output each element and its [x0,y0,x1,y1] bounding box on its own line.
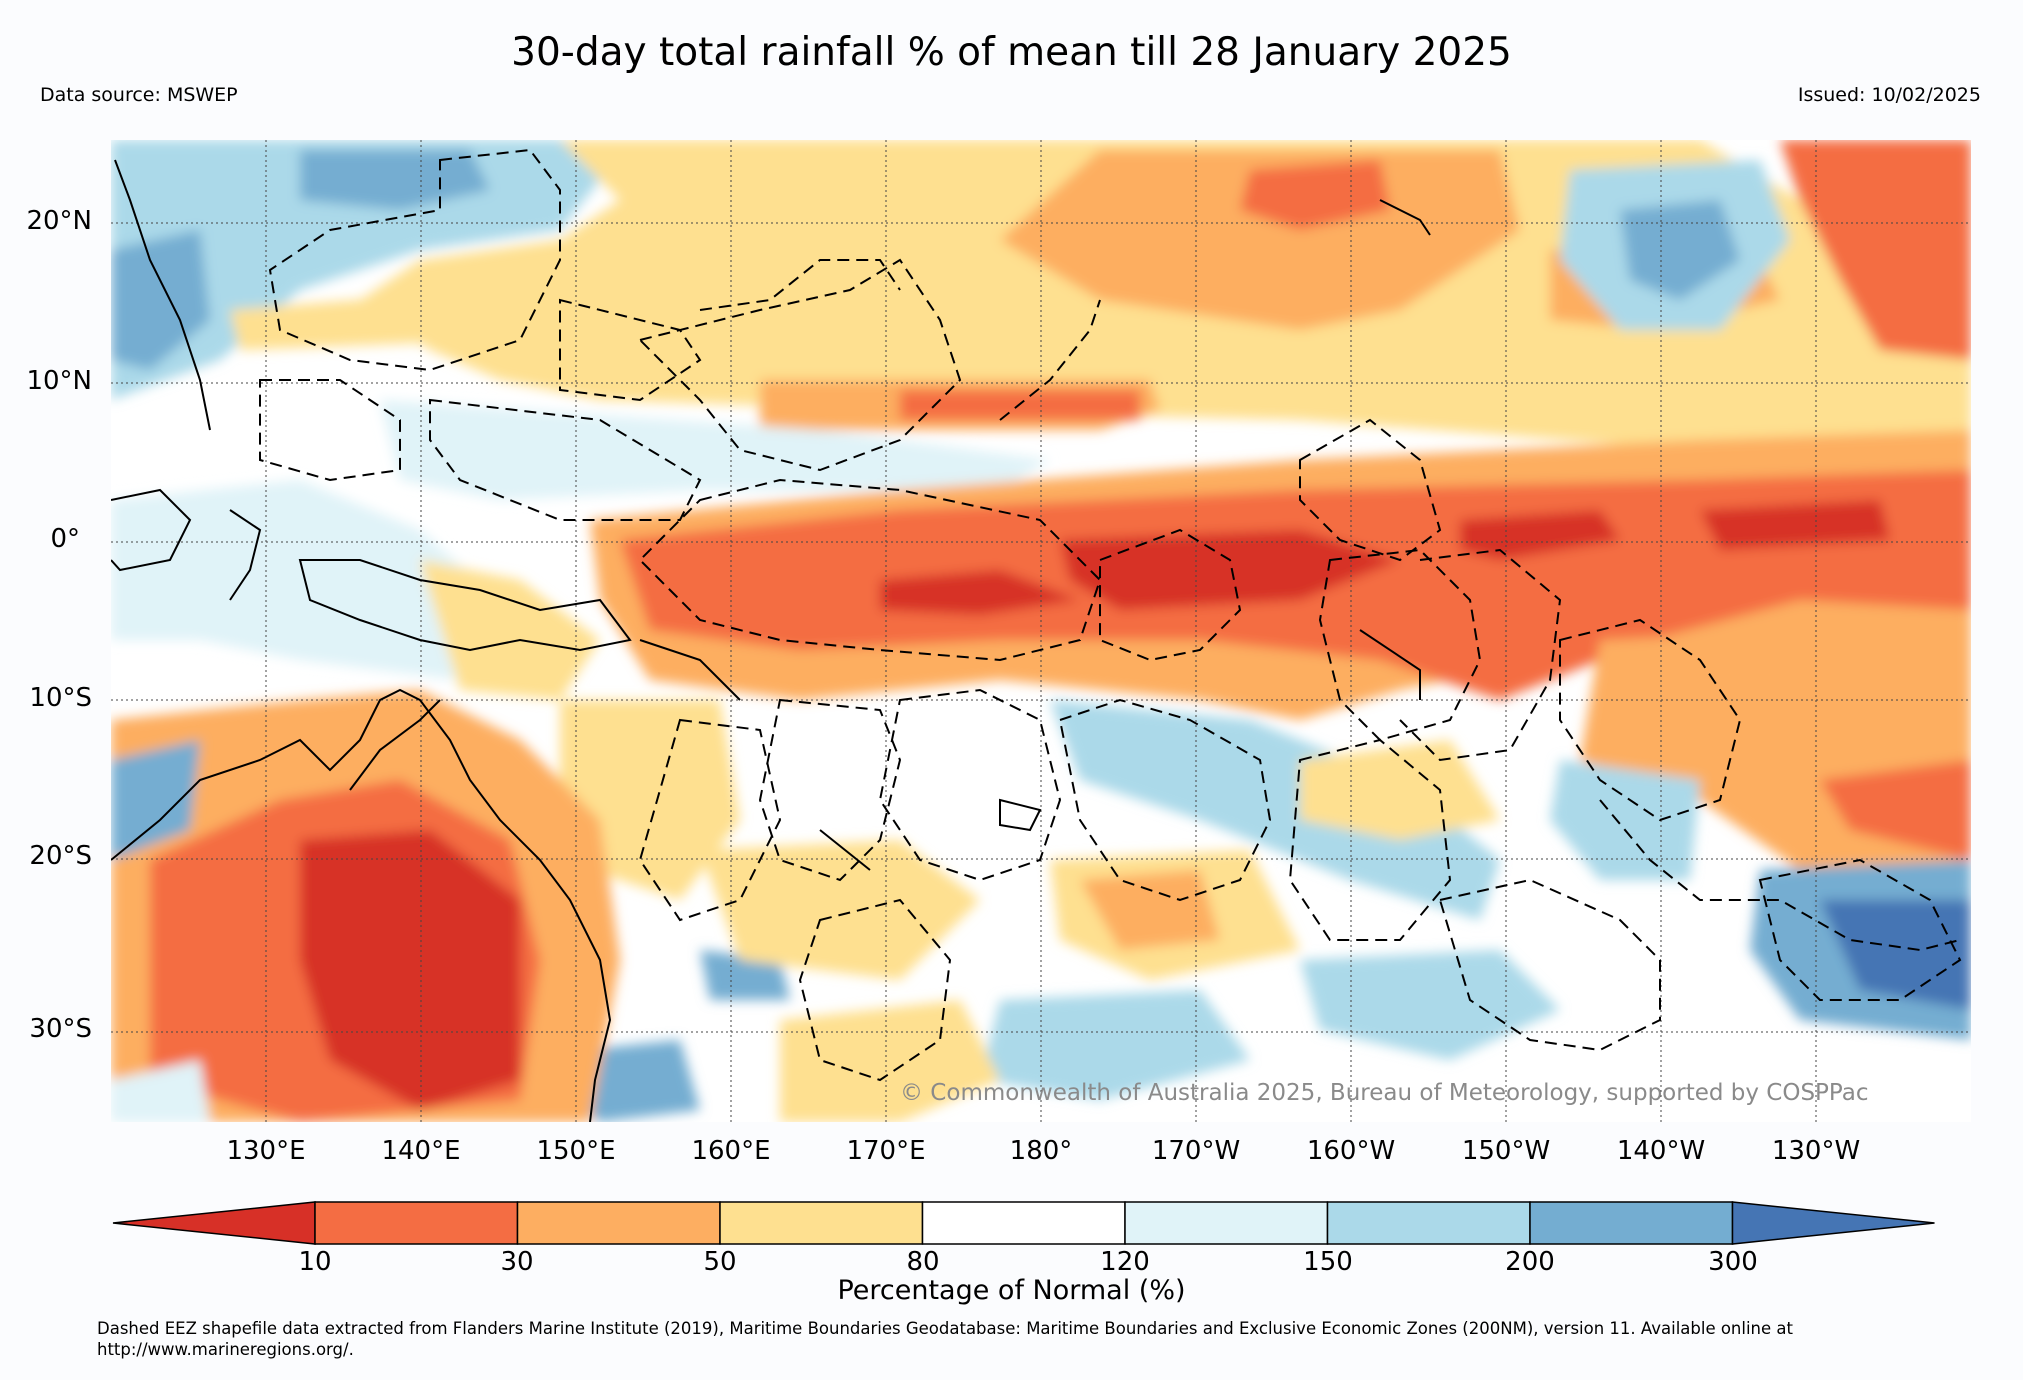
anomaly-region [880,570,1080,615]
eez-boundaries [259,148,1962,1082]
anomaly-region [1460,510,1620,560]
anomaly-region [300,150,490,210]
coastlines [111,159,1431,1122]
anomaly-region [300,830,520,1110]
fiji-coast [999,798,1042,832]
lon-label: 150°W [1461,1136,1551,1166]
solomon-coast [639,639,741,701]
colorbar-tick: 50 [703,1247,737,1277]
lon-label: 170°E [846,1136,926,1166]
data-source: Data source: MSWEP [40,84,238,106]
anomaly-region [1060,530,1400,610]
borneo-coast [111,488,192,572]
philippines-coast [114,159,211,431]
anomaly-region [1300,740,1500,840]
anomaly-region [111,1060,210,1122]
colorbar-tick: 30 [500,1247,534,1277]
footnote: Dashed EEZ shapefile data extracted from… [97,1319,1793,1359]
lat-label: 10°S [29,683,92,713]
sulawesi-coast [229,509,262,601]
lon-label: 160°W [1306,1136,1396,1166]
anomaly-region [980,990,1250,1100]
anomaly-region [1080,870,1220,950]
australia-coast [111,688,612,1122]
anomaly-region [1700,500,1890,550]
rainfall-field [111,140,1971,1122]
anomaly-region [380,400,1050,500]
colorbar-tick: 10 [298,1247,332,1277]
hawaii-coast [1379,199,1431,236]
anomaly-region [560,700,740,900]
anomaly-region [1050,700,1500,920]
lat-label: 20°N [26,206,92,236]
lat-label: 10°N [26,366,92,396]
anomaly-region [111,140,600,400]
lon-label: 140°W [1616,1136,1706,1166]
anomaly-region [1820,760,1971,860]
cape-york-coast [349,699,441,791]
anomaly-region [780,1000,1000,1122]
anomaly-region [230,270,1100,350]
anomaly-region [1780,140,1971,360]
anomaly-region [420,560,600,700]
issued-date: Issued: 10/02/2025 [1797,84,1981,106]
colorbar-title: Percentage of Normal (%) [837,1275,1186,1306]
lat-label: 20°S [29,841,92,871]
copyright-notice: © Commonwealth of Australia 2025, Bureau… [900,1080,1869,1106]
lat-label: 0° [50,524,80,554]
lon-label: 130°E [226,1136,306,1166]
new-caledonia-coast [819,829,871,871]
colorbar-tick: 120 [1100,1247,1150,1277]
graticule [111,140,1971,1122]
colorbar-tick: 200 [1505,1247,1555,1277]
lon-label: 170°W [1151,1136,1241,1166]
lon-label: 150°E [536,1136,616,1166]
chart-title: 30-day total rainfall % of mean till 28 … [511,30,1512,75]
anomaly-region [700,840,980,980]
national-boundary [1359,629,1421,700]
colorbar-tick: 150 [1303,1247,1353,1277]
colorbar-tick: 80 [906,1247,940,1277]
anomaly-region [1000,150,1520,330]
anomaly-region [111,740,200,860]
lon-label: 140°E [381,1136,461,1166]
anomaly-region [1550,760,1700,880]
anomaly-region [1620,200,1740,300]
anomaly-region [1820,900,1971,1010]
new-guinea-coast [298,559,632,652]
lon-label: 180° [1009,1136,1073,1166]
lon-label: 160°E [691,1136,771,1166]
anomaly-region [570,1040,700,1122]
lon-label: 130°W [1771,1136,1861,1166]
anomaly-region [1240,160,1390,230]
colorbar-tick: 300 [1708,1247,1758,1277]
lat-label: 30°S [29,1014,92,1044]
anomaly-region [1300,950,1560,1060]
